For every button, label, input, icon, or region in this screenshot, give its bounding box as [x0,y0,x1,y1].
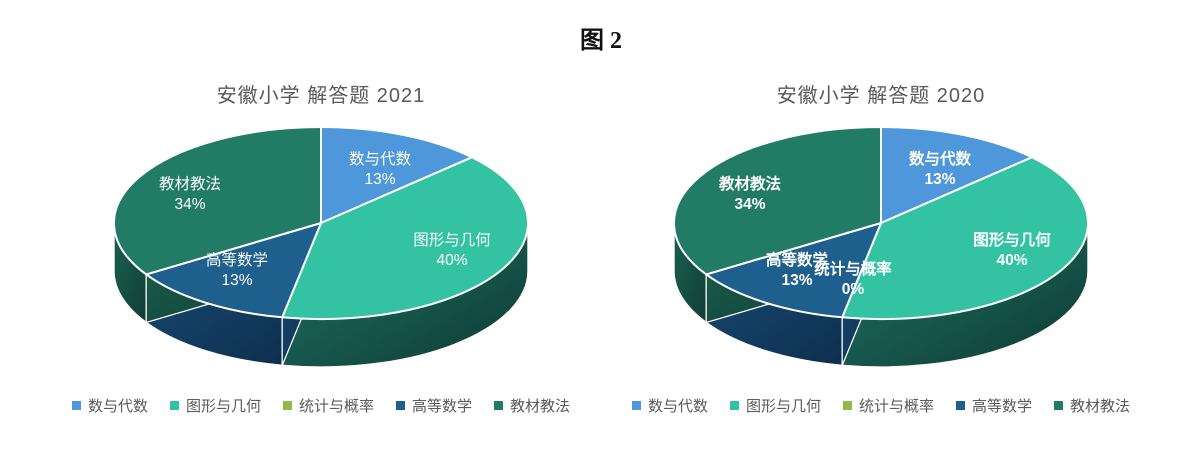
legend-label: 图形与几何 [185,398,261,416]
legend-item-teaching-methods: 教材教法 [494,395,570,416]
pie-slice-numbers-algebra [320,126,473,225]
legend-label: 教材教法 [1070,398,1131,416]
pie-chart-2021: 安徽小学 解答题 2021 数与代数 13% 图形与几何 40% 高等数学 13% 教材教法… [51,71,591,416]
legend-item-higher-math: 高等数学 [396,395,472,416]
pie-slice-teaching-methods [113,126,322,276]
legend-label: 图形与几何 [745,398,821,416]
legend-item-numbers-algebra: 数与代数 [71,395,148,416]
pie-area-2020: 数与代数 13% 图形与几何 40% 统计与概率 0% 高等数学 13% 教材教法 34% [611,110,1151,385]
legend-label: 数与代数 [87,398,148,416]
pie-2021 [113,126,530,368]
pie-slice-higher-math [145,222,322,319]
legend-swatch-statistics-probability [282,401,292,411]
legend-swatch-numbers-algebra [71,401,81,411]
legend-item-teaching-methods: 教材教法 [1054,395,1130,416]
legend-label: 高等数学 [972,398,1033,416]
legend-item-numbers-algebra: 数与代数 [631,395,708,416]
legend-2020: 数与代数 图形与几何 统计与概率 高等数学 教材教法 [631,395,1130,416]
legend-label: 教材教法 [510,398,571,416]
figure: 图 2 安徽小学 解答题 2021 数与代数 13% 图形与几何 40% 高等数学 13%… [0,20,1202,416]
legend-label: 数与代数 [647,398,708,416]
legend-label: 统计与概率 [298,398,374,416]
chart-title-2020: 安徽小学 解答题 2020 [776,85,986,108]
pie-slice-shapes-geometry [281,156,530,321]
figure-title: 图 2 [580,28,622,54]
pie-slice-teaching-methods [673,126,882,276]
pie-chart-2020: 安徽小学 解答题 2020 数与代数 13% 图形与几何 40% 统计与概率 0% 高等数学… [611,71,1151,416]
legend-label: 高等数学 [412,398,473,416]
legend-swatch-shapes-geometry [169,401,179,411]
charts-row: 安徽小学 解答题 2021 数与代数 13% 图形与几何 40% 高等数学 13% 教材教法… [0,71,1202,416]
legend-item-statistics-probability: 统计与概率 [282,395,374,416]
pie-slice-numbers-algebra [880,126,1033,225]
legend-2021: 数与代数 图形与几何 统计与概率 高等数学 教材教法 [71,395,570,416]
legend-swatch-teaching-methods [494,401,504,411]
pie-slice-shapes-geometry [841,156,1090,321]
chart-title-2021: 安徽小学 解答题 2021 [216,85,426,108]
legend-item-shapes-geometry: 图形与几何 [729,395,821,416]
legend-swatch-statistics-probability [842,401,852,411]
pie-slice-higher-math [705,222,882,319]
legend-item-higher-math: 高等数学 [956,395,1032,416]
pie-area-2021: 数与代数 13% 图形与几何 40% 高等数学 13% 教材教法 34% [51,110,591,385]
legend-swatch-higher-math [956,401,965,411]
pie-2020 [673,126,1090,368]
legend-item-statistics-probability: 统计与概率 [842,395,934,416]
legend-swatch-higher-math [396,401,405,411]
legend-item-shapes-geometry: 图形与几何 [169,395,261,416]
legend-swatch-numbers-algebra [631,401,641,411]
legend-swatch-shapes-geometry [729,401,739,411]
legend-swatch-teaching-methods [1054,401,1064,411]
legend-label: 统计与概率 [858,398,934,416]
